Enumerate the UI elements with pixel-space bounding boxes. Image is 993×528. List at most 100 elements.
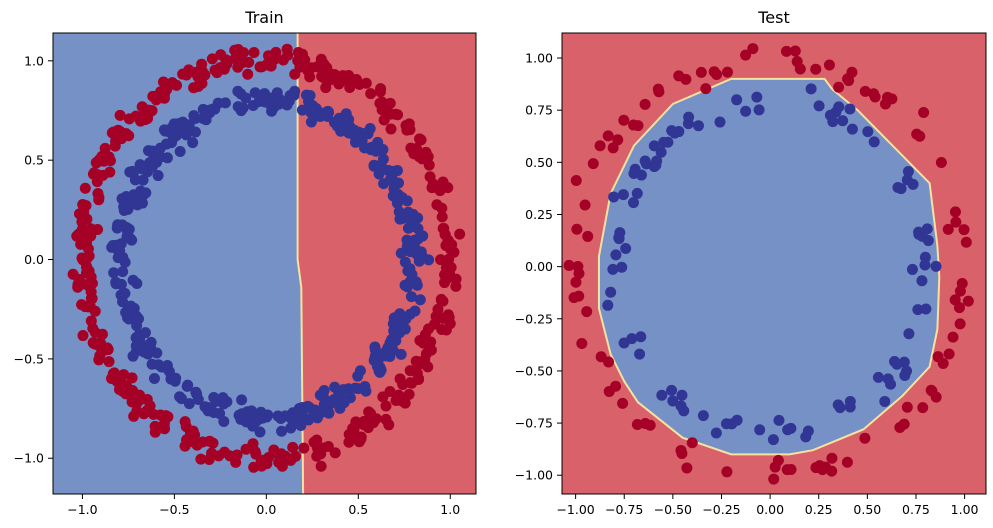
inner-point bbox=[404, 263, 416, 275]
outer-point bbox=[607, 142, 619, 154]
x-tick-label: 1.0 bbox=[440, 502, 460, 517]
outer-point bbox=[695, 66, 707, 78]
outer-point bbox=[711, 68, 723, 80]
x-tick-label: −0.50 bbox=[654, 502, 692, 517]
outer-point bbox=[248, 47, 260, 59]
test-decision-region bbox=[562, 33, 986, 494]
test-ticks: −1.00 −0.75 −0.50 −0.25 0.00 0.25 0.50 0.75 1.00… bbox=[515, 51, 979, 517]
outer-point bbox=[102, 344, 114, 356]
test-plot: −1.00 −0.75 −0.50 −0.25 0.00 0.25 0.50 0.75 1.00… bbox=[515, 8, 987, 517]
inner-point bbox=[351, 130, 363, 142]
outer-point bbox=[618, 114, 630, 126]
outer-point bbox=[383, 419, 395, 431]
inner-point bbox=[139, 327, 151, 339]
outer-point bbox=[103, 356, 115, 368]
outer-point bbox=[87, 322, 99, 334]
outer-point bbox=[443, 311, 455, 323]
inner-point bbox=[130, 332, 142, 344]
outer-point bbox=[859, 432, 871, 444]
inner-point bbox=[374, 366, 386, 378]
outer-point bbox=[772, 454, 784, 466]
outer-point bbox=[570, 174, 582, 186]
outer-point bbox=[563, 259, 575, 271]
outer-point bbox=[92, 169, 104, 181]
inner-point bbox=[710, 427, 722, 439]
inner-point bbox=[650, 159, 662, 171]
outer-point bbox=[96, 328, 108, 340]
outer-point bbox=[262, 59, 274, 71]
outer-point bbox=[823, 59, 835, 71]
inner-point bbox=[204, 104, 216, 116]
outer-point bbox=[344, 81, 356, 93]
outer-point bbox=[448, 246, 460, 258]
outer-point bbox=[171, 79, 183, 91]
outer-point bbox=[810, 63, 822, 75]
outer-point bbox=[422, 361, 434, 373]
inner-point bbox=[136, 340, 148, 352]
outer-point bbox=[365, 415, 377, 427]
decision-boundary-line bbox=[296, 33, 305, 494]
outer-point bbox=[426, 182, 438, 194]
inner-point bbox=[293, 402, 305, 414]
outer-point bbox=[686, 437, 698, 449]
inner-point bbox=[124, 233, 136, 245]
outer-point bbox=[179, 416, 191, 428]
outer-point bbox=[240, 443, 252, 455]
outer-point bbox=[149, 420, 161, 432]
outer-point bbox=[385, 123, 397, 135]
x-tick-label: −0.5 bbox=[159, 502, 189, 517]
outer-point bbox=[581, 306, 593, 318]
outer-point bbox=[768, 473, 780, 485]
train-axes-frame bbox=[52, 32, 477, 495]
outer-point bbox=[833, 81, 845, 93]
y-tick-label: 0.0 bbox=[24, 252, 44, 267]
outer-point bbox=[249, 446, 261, 458]
outer-point bbox=[414, 133, 426, 145]
outer-point bbox=[436, 202, 448, 214]
x-tick-label: −1.00 bbox=[556, 502, 594, 517]
outer-point bbox=[901, 401, 913, 413]
inner-point bbox=[844, 395, 856, 407]
outer-point bbox=[789, 45, 801, 57]
outer-point bbox=[949, 294, 961, 306]
inner-point bbox=[697, 410, 709, 422]
outer-point bbox=[311, 61, 323, 73]
outer-point bbox=[114, 109, 126, 121]
inner-point bbox=[919, 259, 931, 271]
inner-point bbox=[913, 228, 925, 240]
inner-point bbox=[879, 395, 891, 407]
outer-point bbox=[424, 171, 436, 183]
inner-point bbox=[202, 405, 214, 417]
outer-point bbox=[942, 223, 954, 235]
inner-point bbox=[136, 163, 148, 175]
outer-point bbox=[343, 436, 355, 448]
outer-point bbox=[99, 142, 111, 154]
inner-point bbox=[648, 140, 660, 152]
inner-point bbox=[399, 323, 411, 335]
outer-point bbox=[406, 377, 418, 389]
inner-point bbox=[388, 183, 400, 195]
inner-point bbox=[170, 372, 182, 384]
outer-point bbox=[191, 439, 203, 451]
test-points bbox=[563, 43, 974, 485]
outer-point bbox=[960, 236, 972, 248]
outer-point bbox=[722, 66, 734, 78]
train-plot: −1.0 −0.5 0.0 0.5 1.0 −1.0 −0.5 0.0 0.5 1.0 Train bbox=[14, 8, 477, 517]
inner-point bbox=[832, 399, 844, 411]
x-tick-label: −0.75 bbox=[605, 502, 643, 517]
outer-point bbox=[144, 106, 156, 118]
outer-point bbox=[377, 391, 389, 403]
inner-point bbox=[387, 318, 399, 330]
inner-point bbox=[117, 266, 129, 278]
outer-point bbox=[150, 90, 162, 102]
x-tick-label: 0.00 bbox=[756, 502, 784, 517]
inner-point bbox=[236, 408, 248, 420]
inner-point bbox=[613, 233, 625, 245]
inner-point bbox=[247, 99, 259, 111]
inner-point bbox=[618, 337, 630, 349]
inner-point bbox=[631, 187, 643, 199]
inner-point bbox=[145, 342, 157, 354]
x-tick-label: 0.50 bbox=[853, 502, 881, 517]
inner-point bbox=[133, 313, 144, 325]
